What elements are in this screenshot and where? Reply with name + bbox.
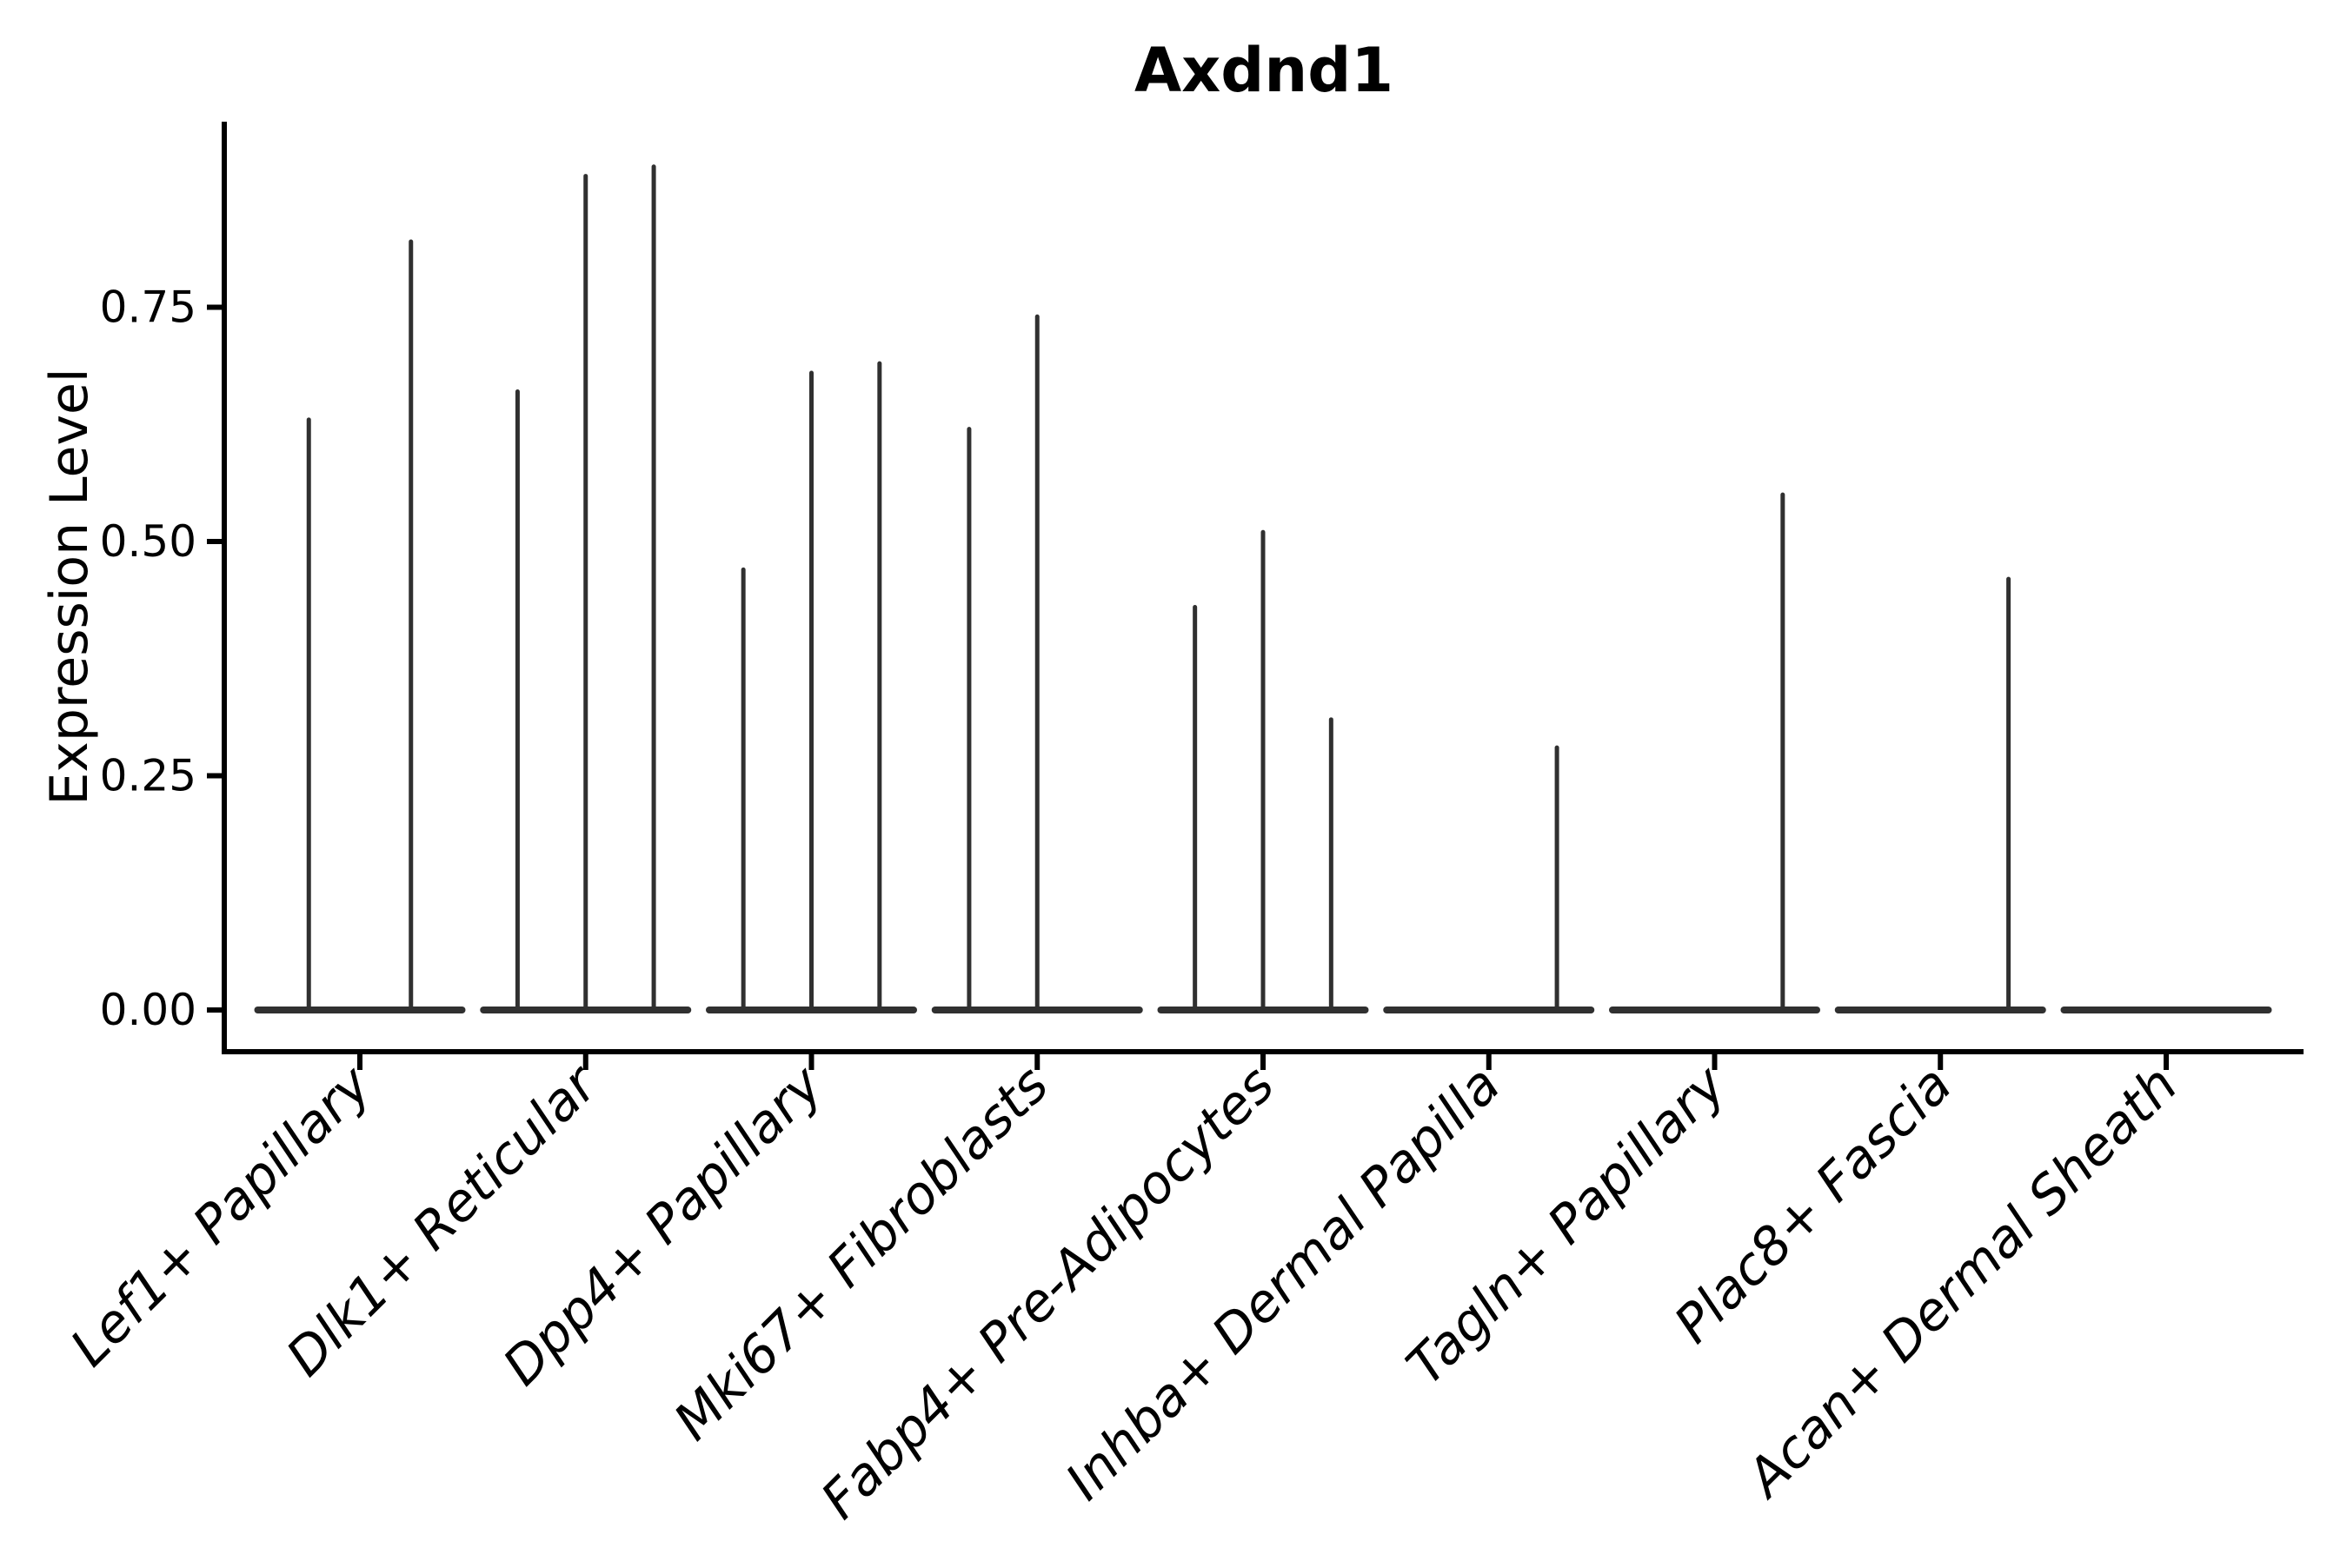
x-tick-label: Fabp4+ Pre-Adipocytes — [809, 1054, 1286, 1531]
y-tick-label: 0.00 — [100, 985, 196, 1035]
x-tick-label: Inhba+ Dermal Papilla — [1054, 1054, 1512, 1512]
x-tick-label: Acan+ Dermal Sheath — [1733, 1054, 2190, 1511]
x-tick-label: Mki67+ Fibroblasts — [662, 1054, 1060, 1452]
chart-title: Axdnd1 — [1134, 35, 1393, 106]
y-tick-label: 0.25 — [100, 751, 196, 801]
violin-layer — [254, 164, 2272, 1013]
y-tick-label: 0.75 — [100, 282, 196, 333]
y-tick-label: 0.50 — [100, 516, 196, 567]
y-axis-label: Expression Level — [39, 368, 100, 805]
